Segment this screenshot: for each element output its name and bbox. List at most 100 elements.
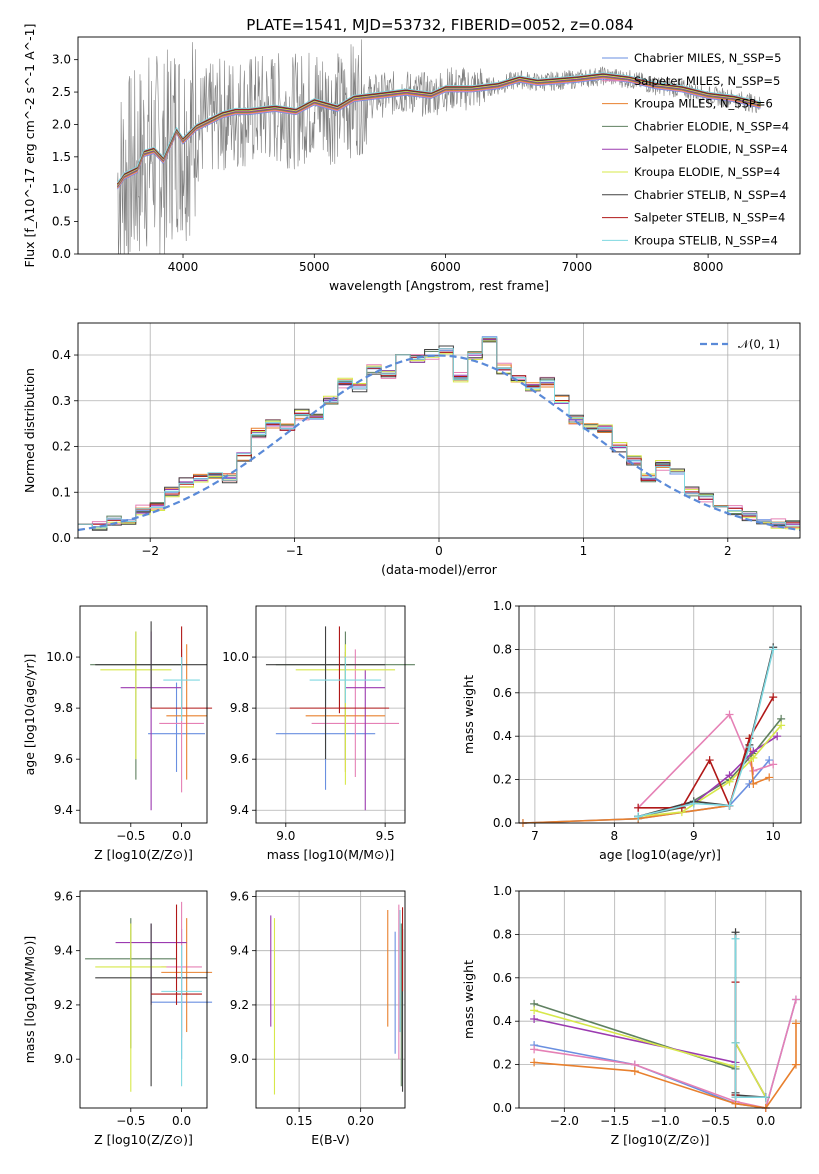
y-tick-label: 9.6 [230,752,249,766]
plot-area [518,643,786,827]
x-axis-label: Z [log10(Z/Z⊙)] [611,1132,710,1147]
weight-marker [791,995,800,1004]
panel-1: 4000 5000 6000 7000 8000 0.0 0.5 1.0 1.5 2.0 2.5 3.… [22,24,801,293]
grid-lines [519,890,801,1109]
x-tick-label: 0.20 [347,1114,374,1128]
weight-marker [731,1093,740,1102]
y-tick-label: 9.4 [54,803,73,817]
figure-title: PLATE=1541, MJD=53732, FIBERID=0052, z=0… [246,16,633,34]
y-tick-label: 9.0 [230,1052,249,1066]
weight-marker [530,1006,539,1015]
x-tick-label: −0.5 [701,1114,730,1128]
legend-entry: Salpeter STELIB, N_SSP=4 [634,211,785,225]
y-tick-label: 9.6 [230,889,249,903]
plot-area [530,928,800,1112]
weight-marker [749,766,758,775]
panel-5: 7 8 9 10 0.0 0.2 0.4 0.6 0.8 1.0 age [log10(age/yr… [461,599,802,862]
x-tick-label: 0.15 [286,1114,313,1128]
x-axis-label: (data-model)/error [381,562,498,577]
x-tick-label: −2 [141,544,159,558]
weight-series-5 [533,1018,767,1098]
axes-frame [518,890,802,1109]
legend-entry: Salpeter MILES, N_SSP=5 [634,74,780,88]
y-tick-label: 1.0 [493,599,512,613]
legend-entry: Salpeter ELODIE, N_SSP=4 [634,142,788,156]
weight-marker [791,1060,800,1069]
y-axis-label: mass [log10(M/M⊙)] [22,936,37,1064]
weight-series-8 [734,982,766,1098]
panel-2: −2 −1 0 1 2 0.0 0.1 0.2 0.3 0.4 (data-model)/error… [22,322,801,577]
x-tick-label: 4000 [168,260,199,274]
legend-entry: Kroupa ELODIE, N_SSP=4 [634,165,780,179]
x-tick-label: 5000 [299,260,330,274]
x-tick-label: −1.0 [650,1114,679,1128]
y-tick-label: 9.8 [230,701,249,715]
x-tick-label: 9.5 [376,829,395,843]
y-tick-label: 2.0 [52,117,71,131]
y-tick-label: 0.5 [52,215,71,229]
axes-frame [79,605,208,824]
weight-marker [634,803,643,812]
x-tick-label: 8 [611,829,619,843]
y-tick-label: 9.6 [54,889,73,903]
x-axis-label: E(B-V) [311,1132,350,1147]
weight-series-6 [533,1009,767,1098]
weight-marker [689,799,698,808]
y-tick-label: 0.0 [52,531,71,545]
legend-entry: Kroupa STELIB, N_SSP=4 [634,233,778,247]
y-tick-label: 10.0 [222,650,249,664]
y-axis-label: Flux [f_λ10^-17 erg cm^-2 s^-1 A^-1] [22,24,37,268]
y-tick-label: 0.6 [493,971,512,985]
x-axis-label: wavelength [Angstrom, rest frame] [329,278,549,293]
plot-area [265,626,415,811]
weight-marker [777,721,786,730]
grid-lines [256,606,405,823]
grid-lines [519,605,801,824]
data-spectrum [117,39,761,254]
panel-4: 9.0 9.5 9.4 9.6 9.8 10.0 mass [log10(M/M⊙)] [222,605,415,862]
axes-frame [255,890,406,1109]
x-tick-label: −1 [286,544,304,558]
weight-marker [769,693,778,702]
legend-entry: Chabrier STELIB, N_SSP=4 [634,188,786,202]
weight-marker [765,773,774,782]
y-tick-label: 9.4 [54,944,73,958]
weight-marker [725,710,734,719]
plot-area [90,621,213,811]
x-tick-label: 2 [724,544,732,558]
normal-curve [77,354,801,532]
y-tick-label: 0.0 [493,1101,512,1115]
model-spectrum-9 [116,72,761,184]
axes-frame [79,890,208,1109]
weight-marker [765,756,774,765]
x-tick-label: 0.0 [756,1114,775,1128]
y-tick-label: 0.8 [493,642,512,656]
x-axis-label: mass [log10(M/M⊙)] [267,847,395,862]
x-tick-label: 9.0 [276,829,295,843]
weight-series-4 [638,718,782,818]
x-tick-label: 7000 [562,260,593,274]
x-tick-label: 1 [580,544,588,558]
x-tick-label: −1.5 [600,1114,629,1128]
y-axis-label: Normed distribution [22,368,37,493]
x-tick-label: 0.0 [172,829,191,843]
weight-marker [725,777,734,786]
y-axis-label: mass weight [461,960,476,1039]
y-tick-label: 0.2 [52,440,71,454]
legend-entry: 𝒩(0, 1) [738,337,780,351]
x-tick-label: 8000 [693,260,724,274]
histogram-series-9 [78,337,800,528]
weight-marker [769,760,778,769]
weight-marker [761,1093,770,1102]
x-axis-label: age [log10(age/yr)] [599,847,721,862]
y-tick-label: 9.4 [230,803,249,817]
y-axis-label: age [log10(age/yr)] [22,654,37,776]
axes-frame [518,605,802,824]
weight-marker [630,1067,639,1076]
y-tick-label: 0.4 [493,1014,512,1028]
y-tick-label: 0.4 [52,348,71,362]
weight-marker [749,753,758,762]
x-axis-label: Z [log10(Z/Z⊙)] [94,1132,193,1147]
weight-marker [725,801,734,810]
